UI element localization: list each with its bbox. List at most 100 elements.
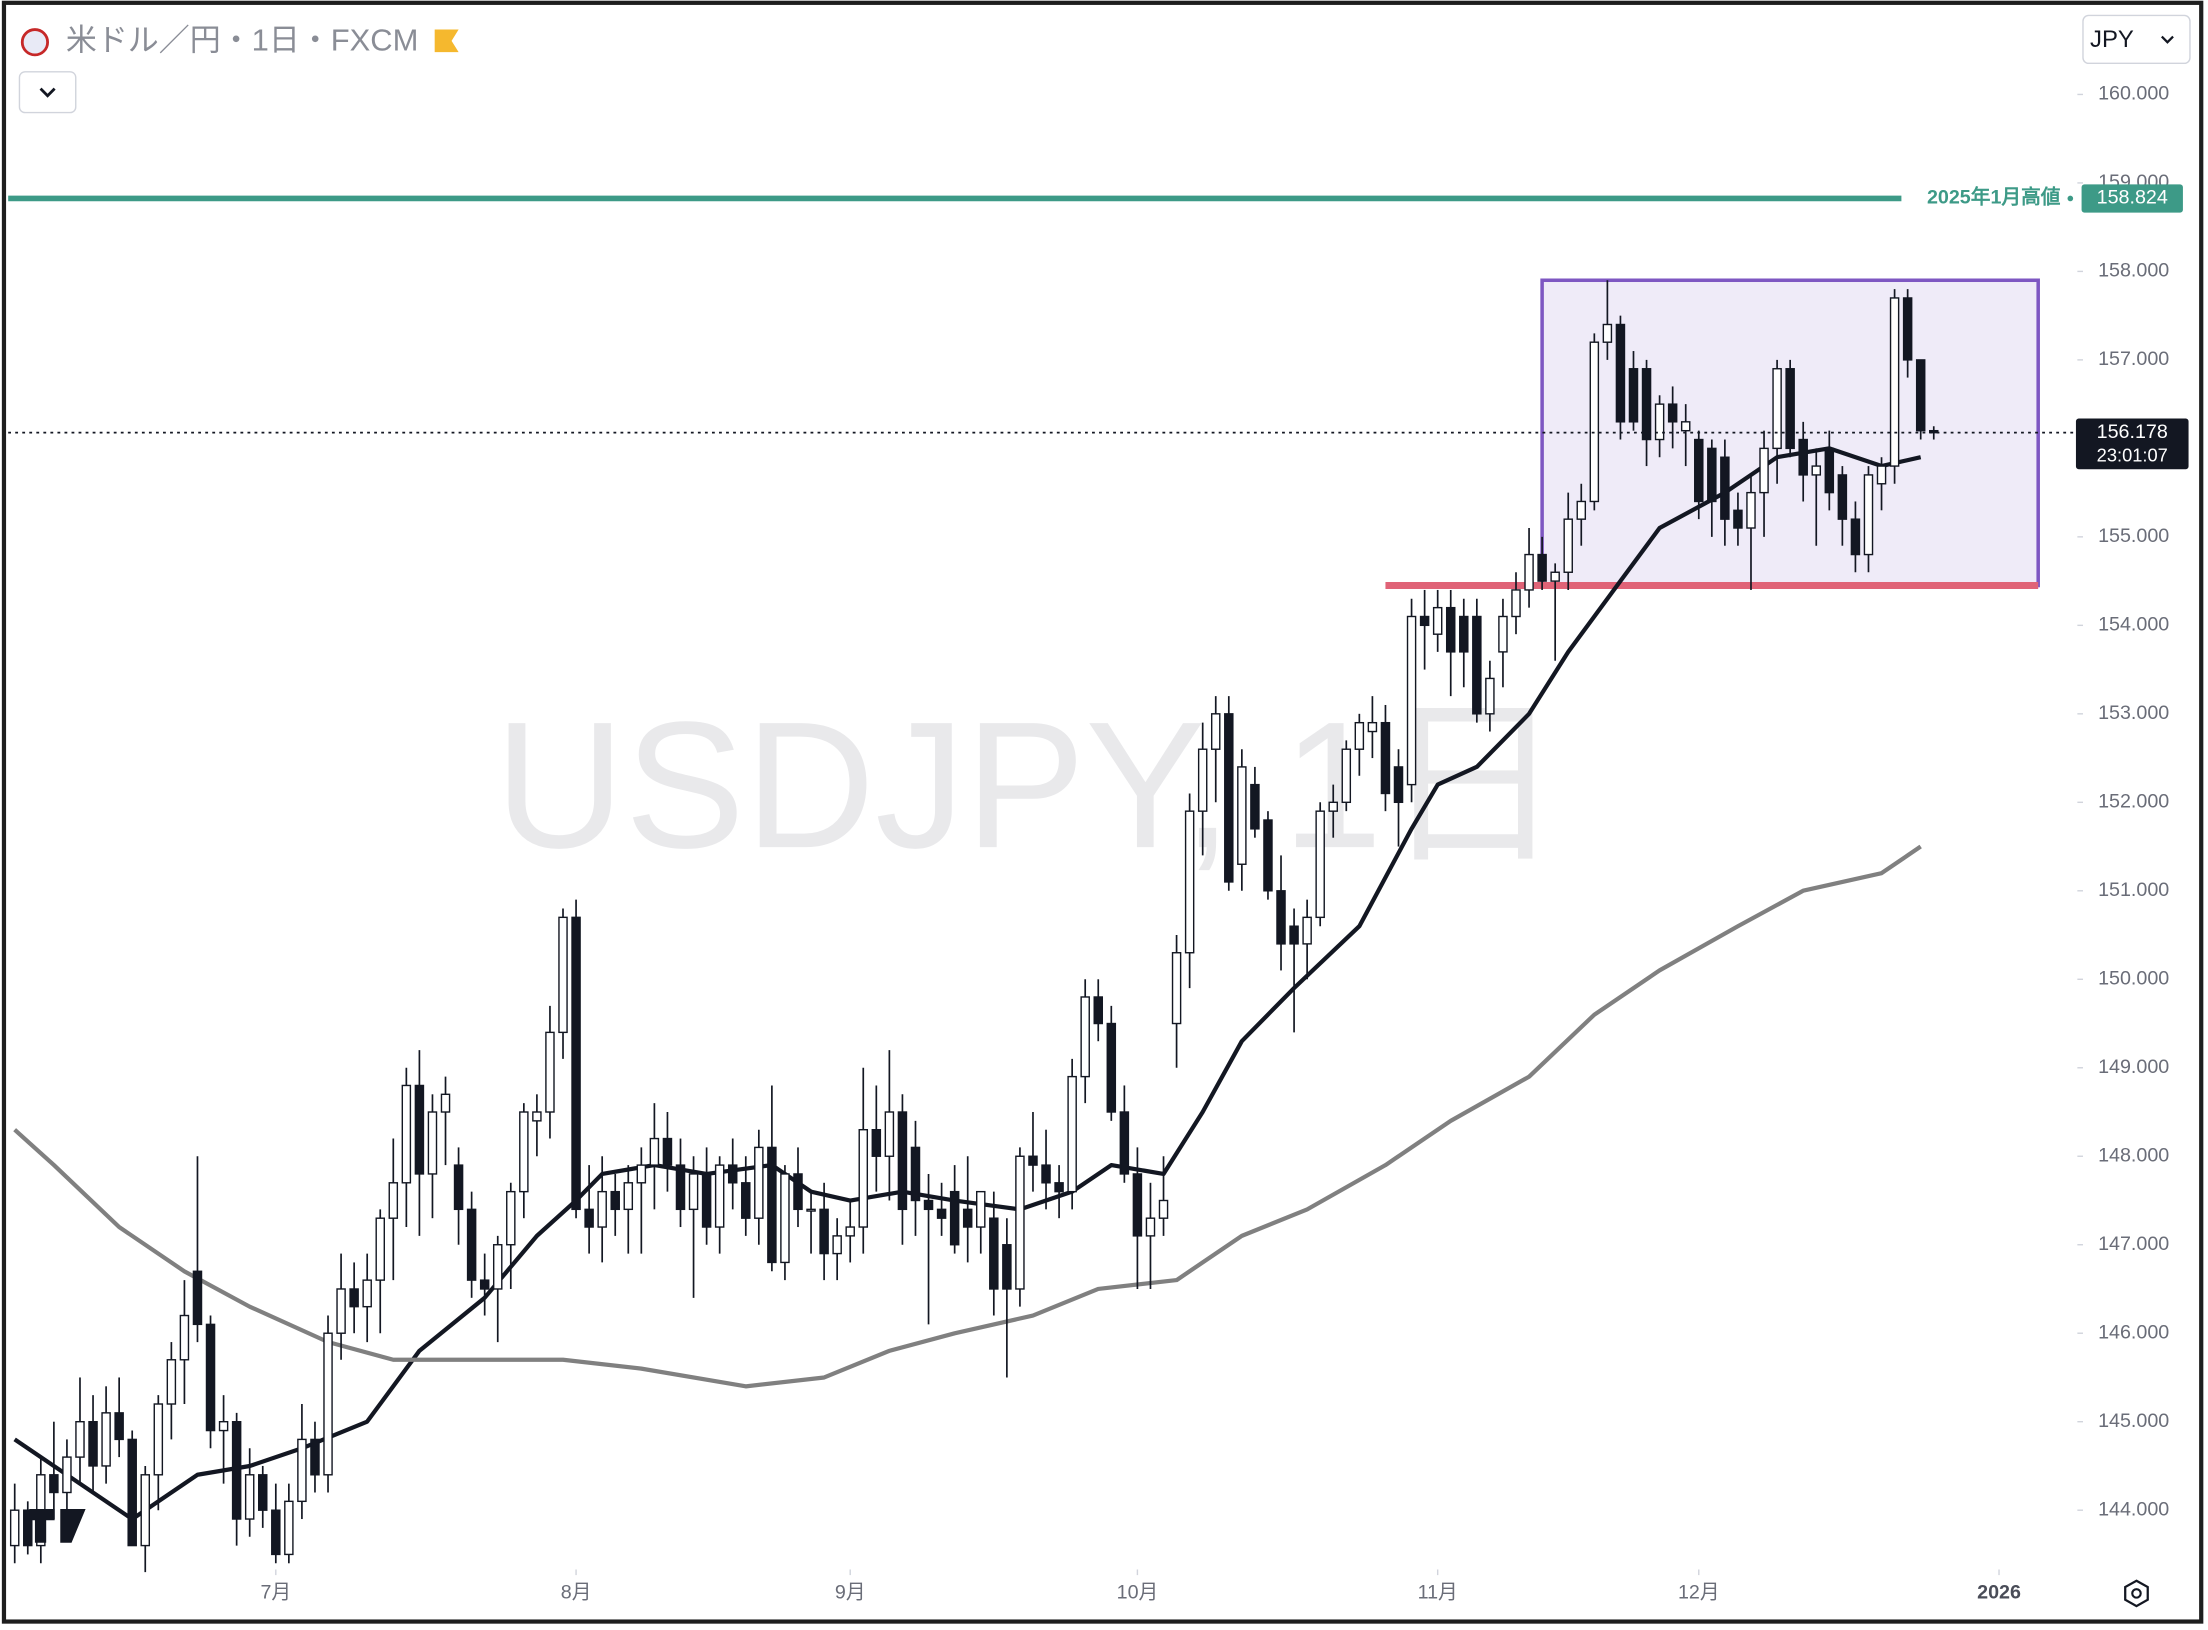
candle-body bbox=[257, 1474, 268, 1511]
candle-body bbox=[1707, 447, 1717, 503]
candle-body bbox=[1537, 553, 1547, 582]
candle-body bbox=[401, 1084, 412, 1184]
y-tick-label: 152.000 bbox=[2098, 791, 2169, 813]
candle-body bbox=[1902, 297, 1913, 361]
candle-body bbox=[140, 1474, 151, 1547]
candle-body bbox=[440, 1093, 451, 1113]
candle-body bbox=[1210, 713, 1221, 750]
candle-body bbox=[741, 1182, 751, 1219]
candle-body bbox=[1759, 447, 1769, 494]
candle-body bbox=[1915, 359, 1926, 432]
candle-body bbox=[832, 1235, 842, 1255]
candle-body bbox=[1367, 721, 1378, 733]
y-tick-label: 144.000 bbox=[2098, 1498, 2169, 1520]
candle-body bbox=[897, 1111, 908, 1211]
y-tick-label: 147.000 bbox=[2098, 1233, 2169, 1255]
x-tick-label: 11月 bbox=[1418, 1582, 1458, 1604]
y-tick-label: 146.000 bbox=[2098, 1321, 2169, 1343]
candle-body bbox=[1511, 589, 1521, 618]
x-tick-label: 12月 bbox=[1678, 1582, 1720, 1604]
candle-body bbox=[375, 1217, 385, 1281]
candle-body bbox=[453, 1164, 464, 1211]
y-tick-label: 153.000 bbox=[2098, 702, 2169, 724]
candle-body bbox=[1080, 996, 1090, 1078]
candle-body bbox=[1550, 571, 1560, 582]
moving-average bbox=[13, 844, 1922, 1389]
candle-body bbox=[49, 1474, 59, 1494]
candle-body bbox=[636, 1164, 647, 1184]
candle-body bbox=[1772, 368, 1782, 450]
candle-body bbox=[323, 1332, 333, 1476]
y-tick-label: 154.000 bbox=[2098, 614, 2169, 636]
candle-body bbox=[1432, 606, 1443, 635]
flag-icon bbox=[20, 28, 50, 57]
candle-body bbox=[297, 1438, 307, 1503]
candle-body bbox=[1694, 438, 1704, 503]
candle-body bbox=[1276, 890, 1286, 945]
y-tick-label: 148.000 bbox=[2098, 1144, 2169, 1166]
candle-body bbox=[1524, 553, 1534, 591]
candle-body bbox=[1811, 465, 1822, 476]
reference-label: 2025年1月高値 bbox=[1927, 186, 2061, 209]
candle-body bbox=[62, 1456, 72, 1494]
candle-body bbox=[244, 1474, 255, 1520]
chevron-icon bbox=[2161, 35, 2174, 44]
symbol-title: 米ドル／円・1日・FXCM bbox=[66, 22, 419, 57]
candle-body bbox=[597, 1190, 607, 1228]
last-price-label: 156.178 bbox=[2097, 421, 2168, 443]
currency-select[interactable] bbox=[2082, 14, 2191, 65]
candle-body bbox=[1197, 748, 1208, 812]
candle-body bbox=[845, 1226, 855, 1237]
candle-body bbox=[1889, 297, 1900, 467]
candle-body bbox=[675, 1164, 686, 1211]
x-tick-label: 9月 bbox=[835, 1582, 866, 1604]
candle-body bbox=[949, 1190, 960, 1246]
candle-body bbox=[532, 1111, 542, 1122]
candle-body bbox=[1720, 456, 1730, 520]
candle-body bbox=[519, 1111, 529, 1193]
candle-body bbox=[506, 1190, 516, 1246]
candle-body bbox=[349, 1288, 359, 1308]
candle-body bbox=[701, 1173, 712, 1228]
chevron-icon bbox=[39, 87, 56, 98]
x-tick-label: 2026 bbox=[1977, 1582, 2021, 1604]
candle-body bbox=[388, 1182, 399, 1219]
candle-body bbox=[1184, 810, 1195, 954]
candle-body bbox=[858, 1129, 869, 1228]
candle-body bbox=[936, 1208, 947, 1219]
candle-body bbox=[1628, 368, 1639, 423]
candle-body bbox=[205, 1323, 216, 1432]
candle-body bbox=[466, 1208, 477, 1281]
candle-body bbox=[1589, 341, 1600, 503]
candle-body bbox=[1733, 509, 1743, 529]
candle-body bbox=[492, 1244, 503, 1290]
candle-body bbox=[1341, 748, 1352, 804]
candle-body bbox=[9, 1509, 20, 1547]
settings-icon bbox=[2131, 1588, 2142, 1599]
candle-body bbox=[427, 1111, 438, 1175]
candle-body bbox=[1459, 615, 1469, 653]
candle-body bbox=[23, 1509, 33, 1547]
candle-body bbox=[884, 1111, 895, 1157]
last-price-box bbox=[2075, 418, 2189, 470]
settings-button[interactable] bbox=[2124, 1579, 2149, 1608]
candle-body bbox=[584, 1208, 594, 1228]
collapse-button[interactable] bbox=[18, 71, 77, 114]
y-tick-label: 149.000 bbox=[2098, 1056, 2169, 1078]
candle-body bbox=[1028, 1155, 1038, 1166]
candle-body bbox=[336, 1288, 346, 1334]
countdown-label: 23:01:07 bbox=[2097, 444, 2168, 465]
candle-body bbox=[1380, 721, 1391, 795]
candle-body bbox=[1132, 1173, 1143, 1237]
candle-body bbox=[1798, 438, 1808, 476]
price-label: 158.824 bbox=[2097, 187, 2168, 209]
candle-body bbox=[1224, 713, 1234, 883]
candle-body bbox=[571, 916, 581, 1211]
candle-body bbox=[1485, 677, 1495, 715]
candle-body bbox=[767, 1146, 777, 1264]
candle-body bbox=[1145, 1217, 1156, 1237]
candle-body bbox=[545, 1031, 555, 1113]
candle-body bbox=[362, 1279, 372, 1308]
candle-body bbox=[1315, 810, 1325, 919]
